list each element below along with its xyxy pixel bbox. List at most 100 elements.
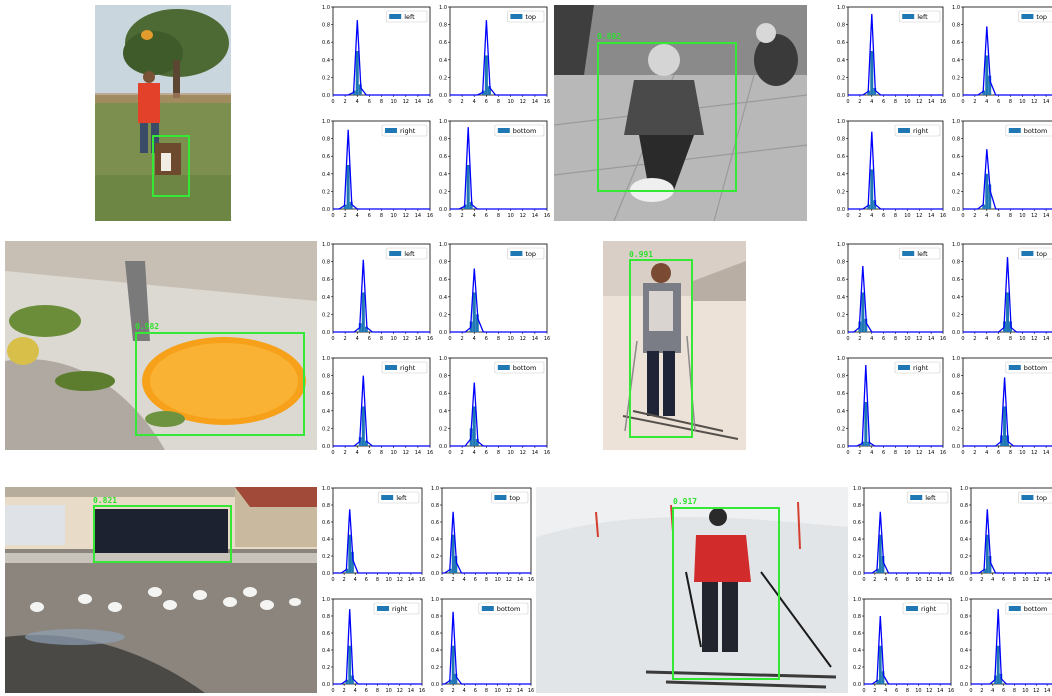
histogram-bar — [881, 671, 885, 684]
y-tick-label: 0.2 — [431, 554, 439, 560]
legend-swatch — [1008, 365, 1021, 370]
histogram-bar — [348, 645, 352, 684]
y-tick-label: 0.0 — [960, 682, 968, 688]
y-tick-label: 0.8 — [322, 614, 330, 620]
x-tick-label: 12 — [1031, 336, 1037, 342]
x-tick-label: 2 — [461, 99, 464, 105]
y-tick-label: 0.4 — [439, 58, 447, 64]
density-line — [333, 509, 422, 574]
x-tick-label: 2 — [873, 577, 876, 583]
x-tick-label: 2 — [344, 99, 347, 105]
x-tick-label: 0 — [961, 213, 964, 219]
x-tick-label: 4 — [985, 450, 988, 456]
histogram-bar — [346, 165, 350, 209]
y-tick-label: 0.2 — [322, 75, 330, 81]
y-tick-label: 0.8 — [952, 23, 960, 29]
y-tick-label: 0.8 — [322, 374, 330, 380]
x-tick-label: 6 — [485, 213, 488, 219]
legend-label: bottom — [513, 127, 537, 135]
y-tick-label: 0.6 — [322, 520, 330, 526]
x-tick-label: 8 — [376, 688, 379, 694]
y-tick-label: 0.2 — [952, 312, 960, 318]
y-tick-label: 1.0 — [322, 242, 330, 248]
x-tick-label: 6 — [485, 450, 488, 456]
x-tick-label: 4 — [356, 99, 359, 105]
legend-box — [507, 10, 545, 23]
x-tick-label: 12 — [916, 336, 922, 342]
x-tick-label: 16 — [940, 99, 946, 105]
y-tick-label: 0.4 — [960, 648, 968, 654]
y-tick-label: 0.6 — [322, 40, 330, 46]
y-tick-label: 0.4 — [322, 409, 330, 415]
legend-box — [381, 124, 428, 137]
x-tick-label: 10 — [507, 336, 513, 342]
y-tick-label: 0.8 — [431, 503, 439, 509]
legend-swatch — [1021, 14, 1034, 19]
x-tick-label: 12 — [520, 336, 526, 342]
y-tick-label: 0.2 — [322, 189, 330, 195]
y-tick-label: 0.0 — [960, 571, 968, 577]
y-tick-label: 0.0 — [952, 207, 960, 213]
x-tick-label: 14 — [415, 99, 421, 105]
legend-box — [894, 361, 941, 374]
histogram-bar — [466, 165, 470, 209]
x-tick-label: 10 — [915, 688, 921, 694]
y-tick-label: 0.0 — [431, 571, 439, 577]
y-tick-label: 1.0 — [952, 119, 960, 125]
density-line — [848, 131, 943, 210]
histogram-bar — [988, 184, 992, 209]
x-tick-label: 14 — [1043, 450, 1049, 456]
legend-swatch — [910, 495, 923, 500]
panel-left: 0.2 0.4 0.6 0.8 1.0 0.00 2 4 6 8 10 12 14 16 left — [853, 486, 954, 583]
y-tick-label: 0.0 — [439, 330, 447, 336]
density-line — [963, 257, 1052, 333]
legend-swatch — [510, 251, 523, 256]
x-tick-label: 8 — [1013, 577, 1016, 583]
x-tick-label: 10 — [1019, 336, 1025, 342]
x-tick-label: 4 — [354, 688, 357, 694]
y-tick-label: 0.2 — [960, 665, 968, 671]
y-tick-label: 0.4 — [952, 172, 960, 178]
y-tick-label: 0.4 — [837, 295, 845, 301]
histogram-bar — [864, 318, 868, 332]
x-tick-label: 16 — [544, 450, 550, 456]
x-tick-label: 8 — [894, 99, 897, 105]
legend-swatch — [497, 128, 510, 133]
detection-box — [135, 332, 305, 436]
distribution-chart-grid-2: 0.20.40.60.81.00.00 2 4 6 8 10 12 14 16left0.20.… — [837, 5, 1052, 219]
x-tick-label: 8 — [380, 450, 383, 456]
x-tick-label: 2 — [858, 336, 861, 342]
y-tick-label: 0.2 — [439, 312, 447, 318]
x-tick-label: 0 — [862, 688, 865, 694]
x-tick-label: 2 — [973, 336, 976, 342]
y-tick-label: 0.6 — [439, 391, 447, 397]
x-tick-label: 8 — [894, 213, 897, 219]
y-tick-label: 0.0 — [853, 571, 861, 577]
x-tick-label: 14 — [415, 450, 421, 456]
histogram-bar — [982, 90, 986, 95]
photo-skier-in-red: 0.917 — [536, 487, 848, 693]
x-tick-label: 4 — [985, 213, 988, 219]
x-tick-label: 16 — [427, 99, 433, 105]
y-tick-label: 0.8 — [837, 374, 845, 380]
x-tick-label: 6 — [368, 213, 371, 219]
histogram-bar — [484, 55, 488, 95]
detection-box — [93, 505, 232, 563]
legend-swatch — [1021, 495, 1034, 500]
y-tick-label: 1.0 — [853, 597, 861, 603]
histogram-bar — [448, 679, 452, 684]
x-tick-label: 0 — [331, 336, 334, 342]
histogram-bar — [475, 438, 479, 446]
y-tick-label: 0.8 — [322, 260, 330, 266]
y-tick-label: 0.0 — [431, 682, 439, 688]
x-tick-label: 10 — [904, 99, 910, 105]
density-line — [333, 20, 430, 96]
x-tick-label: 6 — [1002, 577, 1005, 583]
x-tick-label: 8 — [380, 99, 383, 105]
histogram-bar — [881, 556, 885, 573]
histogram-bar — [870, 169, 874, 209]
y-tick-label: 0.0 — [322, 93, 330, 99]
legend-label: right — [913, 127, 929, 135]
histogram-bar — [348, 534, 352, 573]
x-tick-label: 10 — [494, 688, 500, 694]
